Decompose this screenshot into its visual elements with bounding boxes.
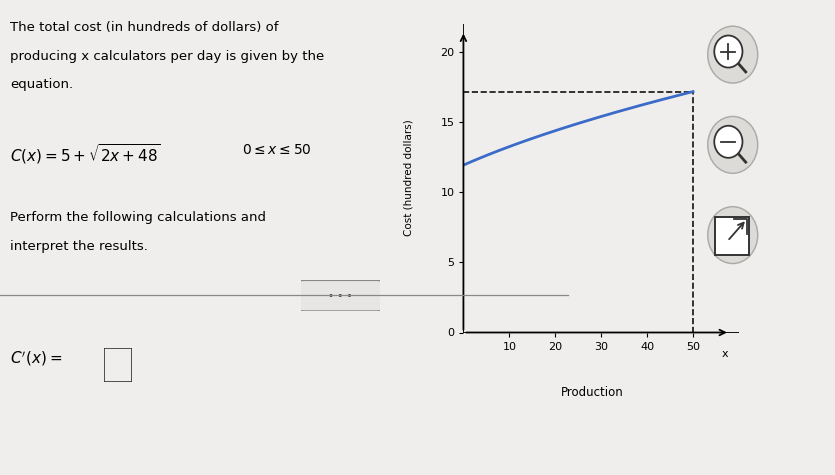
Circle shape — [714, 126, 742, 158]
FancyBboxPatch shape — [296, 280, 384, 311]
Text: $0 \leq x \leq 50$: $0 \leq x \leq 50$ — [242, 142, 312, 156]
Text: x: x — [722, 349, 728, 360]
Circle shape — [714, 36, 742, 67]
Text: • • •: • • • — [328, 291, 352, 301]
Text: interpret the results.: interpret the results. — [10, 240, 148, 253]
Text: equation.: equation. — [10, 78, 73, 91]
Circle shape — [708, 116, 757, 173]
Circle shape — [708, 207, 757, 264]
Text: $C'(x) =$: $C'(x) =$ — [10, 349, 63, 368]
Text: Perform the following calculations and: Perform the following calculations and — [10, 211, 266, 224]
Text: producing x calculators per day is given by the: producing x calculators per day is given… — [10, 50, 324, 63]
FancyBboxPatch shape — [716, 217, 749, 255]
Text: The total cost (in hundreds of dollars) of: The total cost (in hundreds of dollars) … — [10, 21, 279, 34]
Text: $C(x) = 5 + \sqrt{2x + 48}$: $C(x) = 5 + \sqrt{2x + 48}$ — [10, 142, 161, 166]
Text: Cost (hundred dollars): Cost (hundred dollars) — [403, 120, 413, 237]
Circle shape — [708, 26, 757, 83]
Text: Production: Production — [560, 386, 624, 399]
